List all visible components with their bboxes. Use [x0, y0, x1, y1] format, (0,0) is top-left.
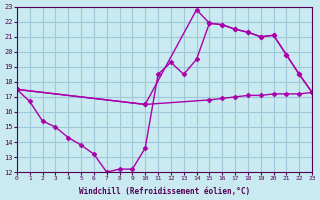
- X-axis label: Windchill (Refroidissement éolien,°C): Windchill (Refroidissement éolien,°C): [79, 187, 250, 196]
